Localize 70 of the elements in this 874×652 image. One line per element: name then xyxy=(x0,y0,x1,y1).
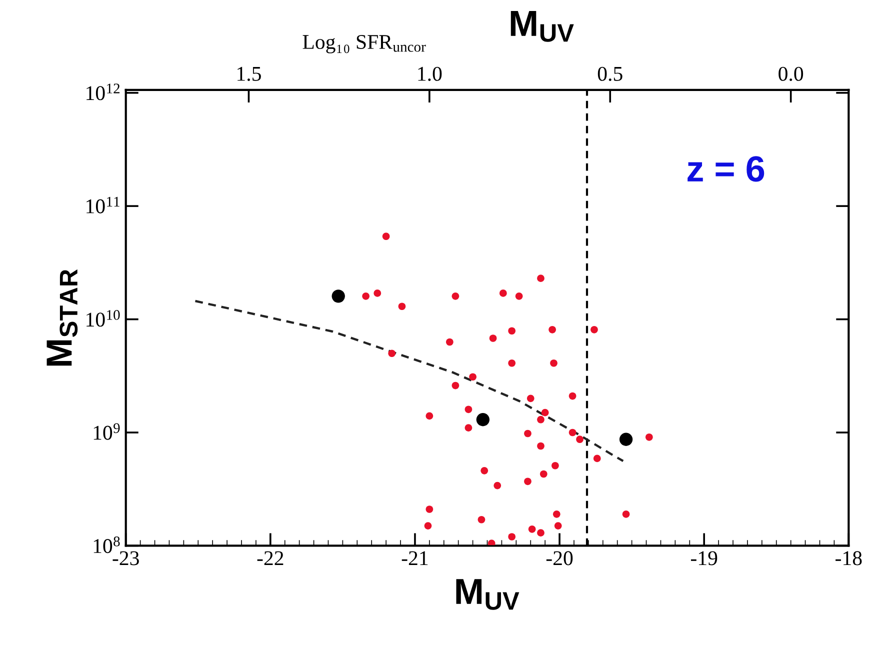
x-axis-title: M$_{UV}$ xyxy=(456,579,520,610)
point xyxy=(537,442,544,450)
x2-tick-label: 0.5 xyxy=(598,66,622,81)
point xyxy=(480,467,488,474)
point xyxy=(552,462,559,470)
point xyxy=(426,506,434,513)
point xyxy=(515,292,523,300)
point xyxy=(489,334,497,342)
point xyxy=(552,510,560,518)
point xyxy=(568,392,576,400)
point xyxy=(568,428,576,436)
point xyxy=(332,290,345,303)
chart-title: M$_{UV}$ xyxy=(510,11,574,42)
point xyxy=(469,373,476,381)
point xyxy=(388,350,396,358)
x-tick-label: -21 xyxy=(402,551,428,566)
point xyxy=(537,416,544,424)
point xyxy=(478,516,486,524)
point xyxy=(537,274,544,282)
point xyxy=(508,533,516,540)
point xyxy=(494,482,502,490)
line-series xyxy=(194,300,624,462)
y-axis-title: M$_{STAR}$ xyxy=(46,269,78,366)
point xyxy=(524,478,532,486)
point xyxy=(593,454,601,462)
x-tick-label: -20 xyxy=(546,551,573,566)
point xyxy=(362,292,370,300)
point xyxy=(446,338,454,346)
x-tick-label: -19 xyxy=(690,551,718,566)
x2-tick-label: 0.0 xyxy=(778,66,804,81)
x2-tick-label: 1.5 xyxy=(238,66,261,81)
point xyxy=(508,327,516,335)
point xyxy=(576,436,584,444)
point xyxy=(622,510,630,518)
point xyxy=(537,529,544,536)
point xyxy=(424,522,432,530)
point xyxy=(541,408,549,416)
point xyxy=(464,424,472,432)
point xyxy=(488,540,496,546)
point xyxy=(452,382,460,390)
point xyxy=(476,413,490,426)
point xyxy=(526,394,534,402)
point xyxy=(540,470,548,478)
point xyxy=(374,290,382,297)
point xyxy=(508,359,516,367)
point xyxy=(524,430,532,438)
x2-axis-title: Log₁₀ SFR$_{uncor}$ xyxy=(302,35,426,54)
point xyxy=(619,432,633,446)
y-tick-label: 10$^{12}$ xyxy=(86,84,120,100)
point xyxy=(398,302,406,310)
x-tick-label: -22 xyxy=(257,551,284,566)
point xyxy=(382,232,390,240)
y-tick-label: 10$^{10}$ xyxy=(86,310,120,327)
point xyxy=(554,522,562,530)
annotation: z = 6 xyxy=(688,156,764,182)
point xyxy=(548,326,556,334)
point xyxy=(590,326,598,334)
point xyxy=(550,359,558,367)
point xyxy=(645,433,653,441)
point xyxy=(464,406,472,414)
point xyxy=(452,292,460,300)
point xyxy=(426,412,434,420)
point xyxy=(499,290,507,297)
point xyxy=(528,526,536,533)
x-tick-label: -18 xyxy=(836,551,862,566)
x-tick-label: -23 xyxy=(112,551,139,566)
y-tick-label: 10$^{8}$ xyxy=(94,536,120,554)
y-tick-label: 10$^{11}$ xyxy=(86,196,120,214)
x2-tick-label: 1.0 xyxy=(418,66,442,81)
y-tick-label: 10$^{9}$ xyxy=(94,423,120,440)
